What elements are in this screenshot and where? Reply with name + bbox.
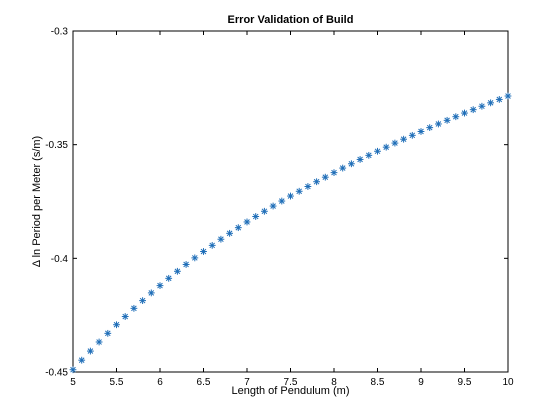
data-point — [321, 173, 329, 181]
x-tick-label: 6 — [157, 377, 163, 388]
data-point — [478, 102, 486, 110]
data-point — [261, 207, 268, 215]
data-point — [156, 282, 164, 290]
x-tick-label: 9.5 — [458, 377, 472, 388]
plot-area — [72, 30, 509, 373]
data-point — [243, 218, 251, 226]
data-point — [234, 224, 242, 232]
x-tick-label: 6.5 — [197, 377, 211, 388]
x-tick-label: 7.5 — [284, 377, 298, 388]
x-tick-label: 5.5 — [110, 377, 124, 388]
data-point — [69, 366, 77, 374]
data-point — [426, 124, 434, 132]
data-point — [339, 164, 347, 172]
data-point — [252, 213, 260, 220]
data-point — [87, 347, 94, 355]
data-point — [269, 202, 277, 210]
data-point — [139, 297, 146, 305]
data-point — [330, 169, 338, 177]
data-point — [408, 131, 416, 139]
data-point — [208, 241, 216, 249]
x-tick-label: 8 — [331, 377, 337, 388]
data-point — [435, 120, 442, 128]
data-point — [113, 321, 120, 329]
x-tick-label: 7 — [244, 377, 250, 388]
data-point — [417, 128, 425, 135]
data-point — [104, 329, 112, 337]
data-point — [461, 109, 468, 117]
data-point — [487, 99, 494, 107]
y-tick-label: -0.35 — [45, 140, 68, 151]
x-tick-label: 8.5 — [371, 377, 385, 388]
y-ticks: -0.45 -0.4 -0.35 -0.3 — [45, 27, 508, 379]
data-point — [400, 135, 407, 143]
data-point — [165, 274, 173, 282]
x-tick-label: 10 — [502, 377, 514, 388]
data-point — [469, 106, 477, 114]
data-point — [295, 187, 303, 195]
data-point — [504, 92, 512, 100]
data-point — [182, 261, 190, 268]
data-point — [304, 183, 312, 190]
data-point — [452, 113, 460, 121]
x-axis-label: Length of Pendulum (m) — [231, 385, 349, 397]
y-tick-label: -0.4 — [51, 254, 69, 265]
data-point — [174, 267, 181, 275]
data-point — [287, 192, 294, 200]
data-markers — [69, 92, 512, 374]
data-point — [191, 254, 199, 262]
data-point — [443, 116, 451, 124]
data-point — [147, 289, 155, 297]
data-point — [217, 235, 225, 243]
x-ticks: 5 5.5 6 6.5 7 7.5 8 8.5 9 9.5 10 — [70, 31, 514, 388]
x-tick-label: 5 — [70, 377, 76, 388]
data-point — [200, 248, 207, 255]
chart-title: Error Validation of Build — [228, 14, 354, 26]
data-point — [130, 304, 138, 312]
data-point — [313, 178, 320, 186]
data-point — [121, 313, 129, 320]
data-point — [356, 156, 364, 163]
data-point — [348, 160, 355, 168]
y-tick-label: -0.45 — [45, 368, 68, 379]
data-point — [226, 229, 233, 237]
y-axis-label: Δ ln Period per Meter (s/m) — [31, 136, 43, 267]
data-point — [374, 147, 381, 155]
data-point — [95, 338, 103, 346]
data-point — [495, 96, 503, 103]
y-tick-label: -0.3 — [51, 27, 69, 38]
data-point — [278, 197, 286, 205]
data-point — [382, 143, 390, 151]
data-point — [391, 139, 399, 147]
x-tick-label: 9 — [418, 377, 424, 388]
data-point — [78, 356, 86, 364]
data-point — [365, 151, 373, 159]
